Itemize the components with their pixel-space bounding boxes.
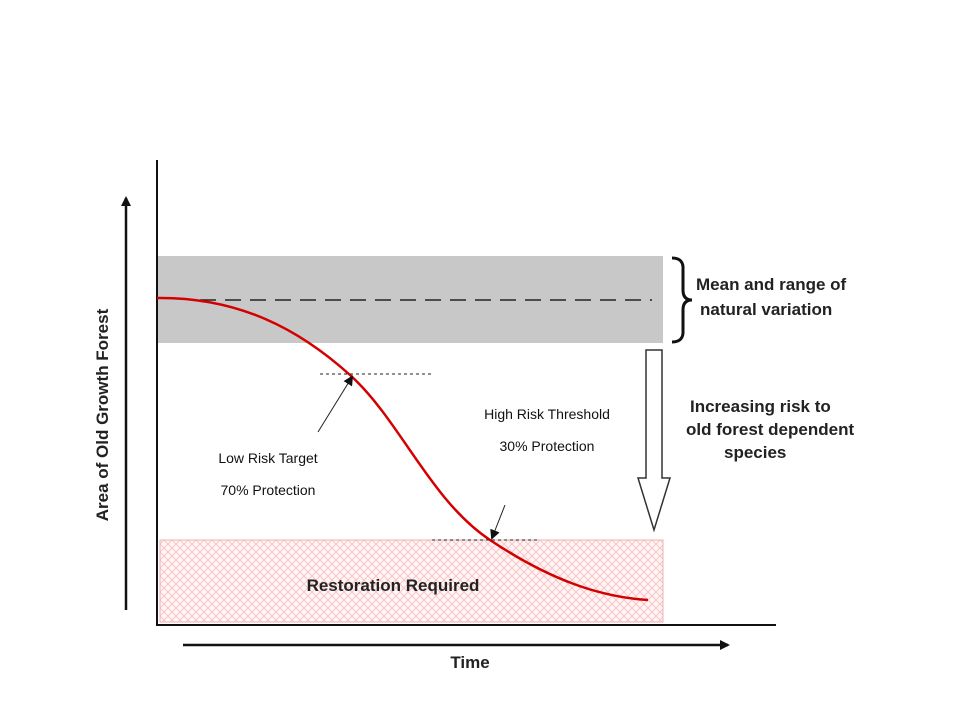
- high-risk-protection: 30% Protection: [500, 438, 595, 454]
- x-axis-label: Time: [450, 653, 489, 672]
- forest-curve: [156, 296, 649, 602]
- low-risk-pointer: [317, 375, 354, 433]
- brace: [671, 256, 693, 344]
- risk-label: Increasing risk to: [690, 397, 831, 416]
- high-risk-pointer: [490, 504, 506, 540]
- low-risk-title: Low Risk Target: [218, 450, 317, 466]
- high-risk-title: High Risk Threshold: [484, 406, 610, 422]
- restoration-label: Restoration Required: [307, 576, 480, 595]
- band-label: Mean and range of: [696, 275, 847, 294]
- y-axis-label: Area of Old Growth Forest: [93, 308, 112, 521]
- low-risk-protection: 70% Protection: [221, 482, 316, 498]
- band-label: natural variation: [700, 300, 832, 319]
- risk-label: old forest dependent: [686, 420, 854, 439]
- restoration-zone: [159, 539, 664, 623]
- risk-arrow: [636, 349, 672, 533]
- risk-label: species: [724, 443, 786, 462]
